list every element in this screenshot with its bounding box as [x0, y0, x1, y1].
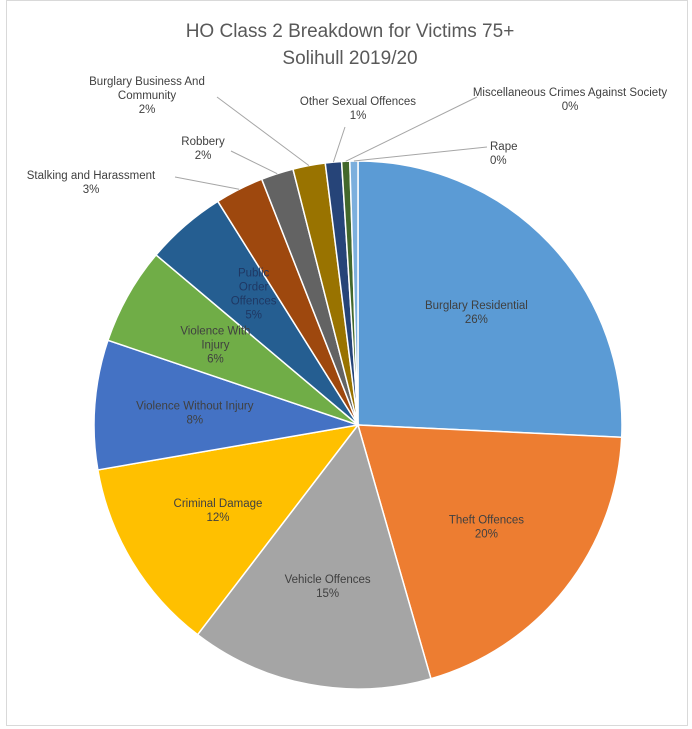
pie-slice-4 [93, 339, 359, 471]
leader-line-12 [353, 146, 488, 162]
data-label-4: Violence Without Injury 8% [136, 400, 254, 426]
pie-slice-2 [196, 423, 432, 690]
pie-slice-0 [357, 160, 623, 439]
data-label-6: Public Order Offences 5% [231, 267, 277, 321]
data-label-12: Rape 0% [490, 141, 518, 167]
data-label-9: Burglary Business And Community 2% [89, 76, 205, 116]
pie-chart: HO Class 2 Breakdown for Victims 75+ Sol… [27, 21, 668, 690]
chart-subtitle: Solihull 2019/20 [282, 48, 417, 69]
pie-slices [93, 160, 623, 690]
chart-area: HO Class 2 Breakdown for Victims 75+ Sol… [6, 0, 688, 726]
data-labels: Burglary Residential 26% Theft Offences 20%… [27, 76, 668, 600]
leader-line-7 [174, 176, 240, 190]
leader-line-10 [332, 126, 346, 163]
data-label-10: Other Sexual Offences 1% [300, 96, 416, 122]
data-label-8: Robbery 2% [181, 136, 225, 162]
data-label-0: Burglary Residential 26% [425, 300, 528, 326]
leader-line-9 [216, 96, 310, 167]
data-label-3: Criminal Damage 12% [174, 498, 263, 524]
leader-line-11 [345, 96, 478, 162]
leader-lines [174, 96, 488, 190]
data-label-11: Miscellaneous Crimes Against Society 0% [473, 87, 668, 113]
pie-slice-3 [96, 423, 360, 636]
chart-title: HO Class 2 Breakdown for Victims 75+ [186, 21, 515, 42]
data-label-1: Theft Offences 20% [449, 514, 524, 540]
pie-slice-1 [356, 424, 623, 680]
data-label-7: Stalking and Harassment 3% [27, 170, 156, 196]
data-label-5: Violence With Injury 6% [180, 326, 250, 366]
data-label-2: Vehicle Offences 15% [285, 574, 371, 600]
leader-line-8 [230, 150, 278, 175]
